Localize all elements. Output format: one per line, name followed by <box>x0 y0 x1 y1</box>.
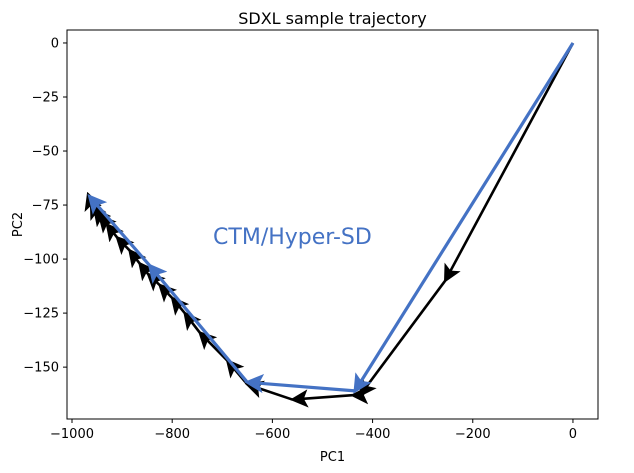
blue-trajectory-arrow <box>244 373 356 394</box>
black-trajectory-arrow <box>183 311 202 334</box>
black-trajectory-arrow <box>443 42 575 283</box>
annotation-label: CTM/Hyper-SD <box>213 225 372 250</box>
x-axis-label: PC1 <box>320 450 345 465</box>
x-tick-label: −1000 <box>50 427 94 442</box>
x-tick-label: 0 <box>569 427 577 442</box>
blue-trajectory-arrow <box>353 42 575 394</box>
black-trajectory-arrow <box>92 207 112 228</box>
y-tick-label: −75 <box>32 199 59 214</box>
chart-title: SDXL sample trajectory <box>238 9 427 28</box>
x-tick-label: −200 <box>455 427 491 442</box>
y-tick-label: −50 <box>32 145 59 160</box>
black-trajectory-arrow <box>197 330 229 362</box>
black-trajectory-arrow <box>358 279 447 398</box>
y-tick-label: −100 <box>23 253 59 268</box>
y-tick-label: −125 <box>23 307 59 322</box>
blue-trajectory-arrow <box>87 193 151 267</box>
plot-frame <box>66 29 599 420</box>
y-axis-label: PC2 <box>11 212 26 237</box>
x-tick-label: −800 <box>154 427 190 442</box>
blue-trajectory-arrow <box>147 263 249 384</box>
y-tick-label: 0 <box>51 36 59 51</box>
black-trajectory-arrow <box>138 261 157 282</box>
x-tick-label: −600 <box>255 427 291 442</box>
black-trajectory-arrow <box>289 389 353 408</box>
x-tick-label: −400 <box>355 427 391 442</box>
y-tick-label: −25 <box>32 90 59 105</box>
y-tick-label: −150 <box>23 361 59 376</box>
